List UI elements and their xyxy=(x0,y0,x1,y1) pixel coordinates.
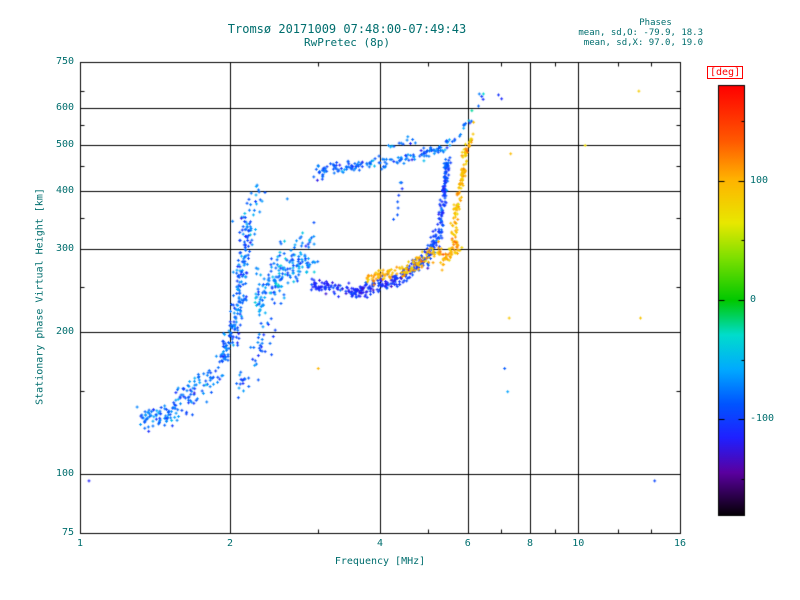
plot-subtitle: RwPretec (8p) xyxy=(303,36,391,49)
y-tick-label: 200 xyxy=(55,326,74,338)
x-tick-label: 2 xyxy=(226,538,234,549)
x-tick-label: 6 xyxy=(464,538,471,549)
y-tick-label: 75 xyxy=(61,527,74,538)
colorbar-tick-label: 100 xyxy=(750,174,769,186)
x-tick-label: 8 xyxy=(526,538,534,549)
colorbar-tick-label: 0 xyxy=(750,294,757,305)
x-tick-label: 16 xyxy=(673,538,687,549)
y-tick-label: 600 xyxy=(55,101,74,113)
plot-title: Tromsø 20171009 07:48:00-07:49:43 xyxy=(227,22,467,36)
colorbar-unit-label: [deg] xyxy=(707,66,744,79)
y-tick-label: 750 xyxy=(55,56,74,67)
phase-stats: Phases mean, sd,O: -79.9, 18.3 mean, sd,… xyxy=(578,18,703,48)
y-axis-label: Stationary phase Virtual Height [km] xyxy=(34,188,46,405)
x-tick-label: 10 xyxy=(572,538,585,549)
phase-stats-o-mode: mean, sd,O: -79.9, 18.3 xyxy=(578,28,703,38)
y-tick-label: 300 xyxy=(55,243,74,255)
y-tick-label: 100 xyxy=(55,468,74,480)
x-axis-label: Frequency [MHz] xyxy=(334,556,426,567)
y-tick-label: 400 xyxy=(55,184,74,196)
x-tick-label: 4 xyxy=(376,538,384,549)
y-tick-label: 500 xyxy=(55,138,74,150)
x-tick-label: 1 xyxy=(76,538,84,549)
colorbar-tick-label: -100 xyxy=(750,413,775,425)
phase-stats-x-mode: mean, sd,X: 97.0, 19.0 xyxy=(583,38,703,48)
phase-stats-title: Phases xyxy=(639,18,672,28)
